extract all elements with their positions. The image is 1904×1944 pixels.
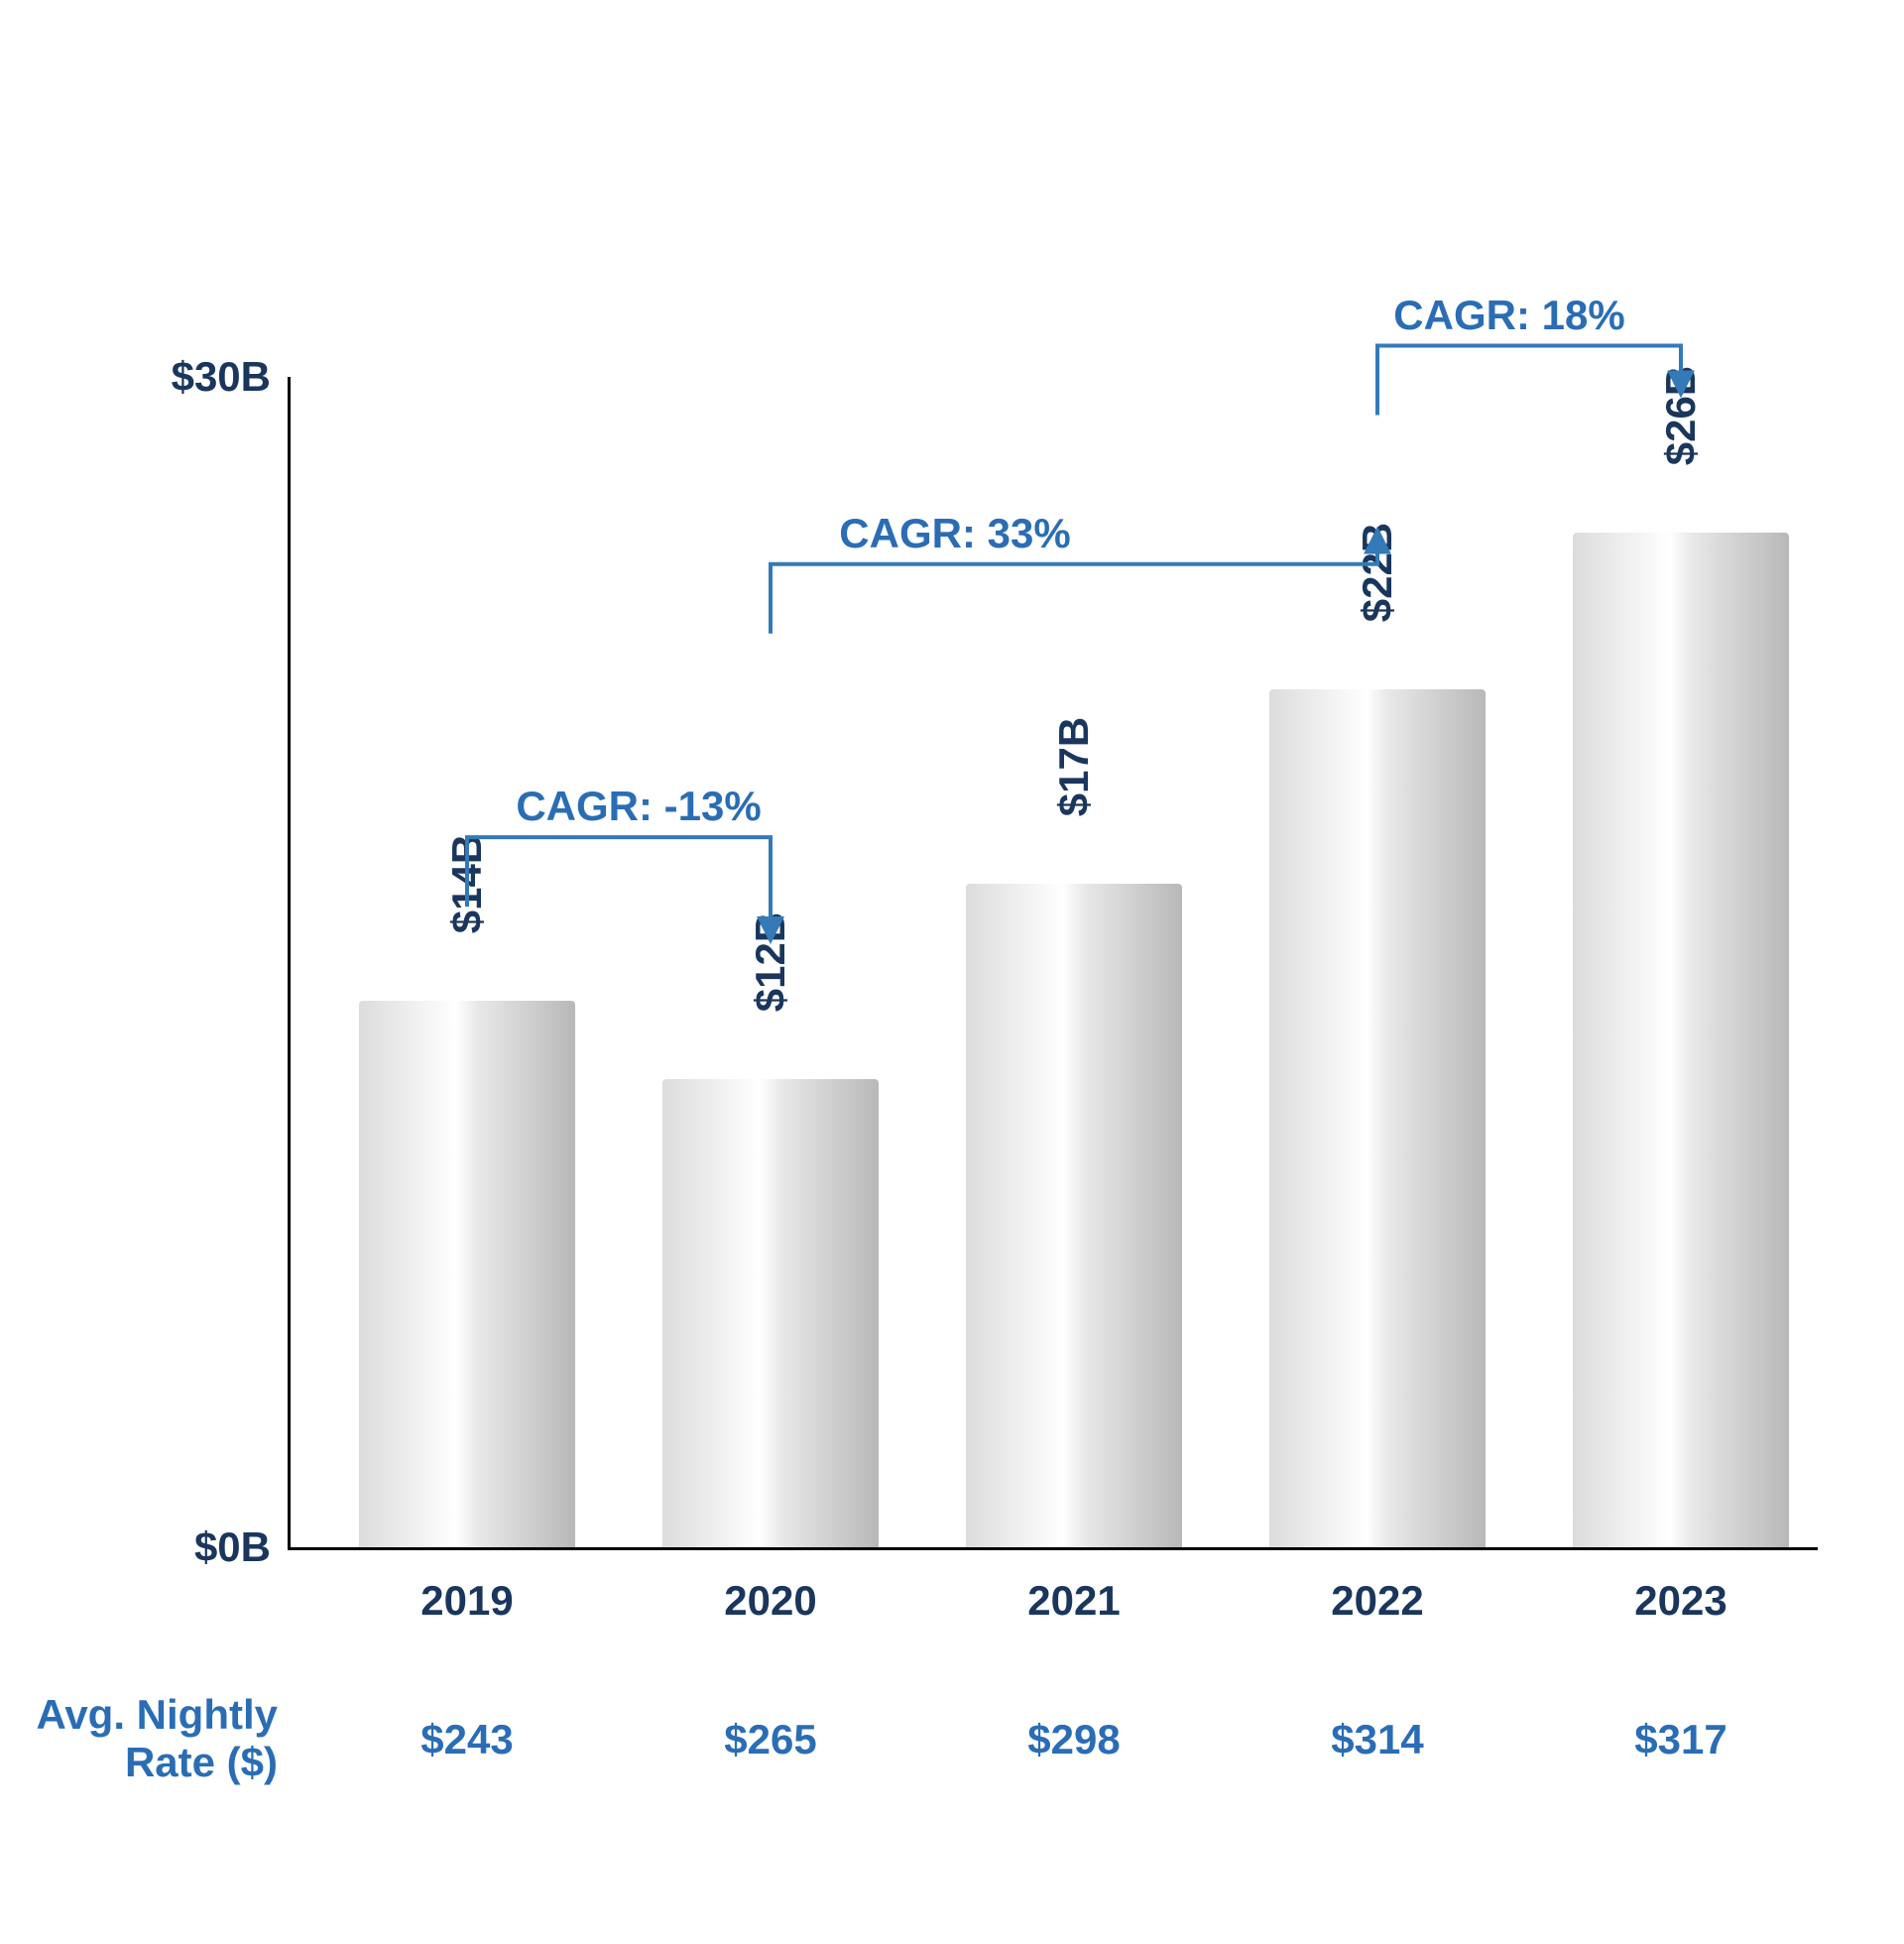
cagr-label: CAGR: 33% <box>839 510 1070 557</box>
nightly-rate-value: $298 <box>1027 1716 1120 1763</box>
nightly-rate-value: $317 <box>1634 1716 1726 1763</box>
nightly-rate-value: $314 <box>1331 1716 1423 1763</box>
bar-value-label: $26B <box>1657 366 1705 465</box>
x-category-label: 2022 <box>1331 1577 1423 1625</box>
plot-area: $0B$30B$14B2019$243$12B2020$265$17B2021$… <box>288 377 1818 1550</box>
bar-chart: $0B $30B $14B 2019 $243 $12B 2020 $265 $17B 2021 $… <box>0 0 1904 1921</box>
y-tick-label: $0B <box>194 1523 271 1571</box>
bar-value-label: $12B <box>747 912 794 1012</box>
x-category-label: 2021 <box>1027 1577 1120 1625</box>
bar: $17B <box>966 884 1182 1547</box>
nightly-rate-value: $265 <box>724 1716 816 1763</box>
nightly-rate-value: $243 <box>420 1716 513 1763</box>
bar-value-label: $14B <box>443 834 491 933</box>
bar: $26B <box>1573 533 1789 1547</box>
bar: $12B <box>662 1079 879 1547</box>
nightly-rate-row-label: Avg. NightlyRate ($) <box>37 1691 278 1787</box>
bar: $14B <box>359 1001 575 1547</box>
bar-value-label: $17B <box>1050 717 1098 816</box>
cagr-label: CAGR: 18% <box>1393 292 1624 339</box>
bar-value-label: $22B <box>1354 522 1401 621</box>
x-category-label: 2020 <box>724 1577 816 1625</box>
y-tick-label: $30B <box>172 353 271 401</box>
x-category-label: 2019 <box>420 1577 513 1625</box>
cagr-label: CAGR: -13% <box>516 783 761 830</box>
bar: $22B <box>1269 689 1486 1547</box>
x-category-label: 2023 <box>1634 1577 1726 1625</box>
